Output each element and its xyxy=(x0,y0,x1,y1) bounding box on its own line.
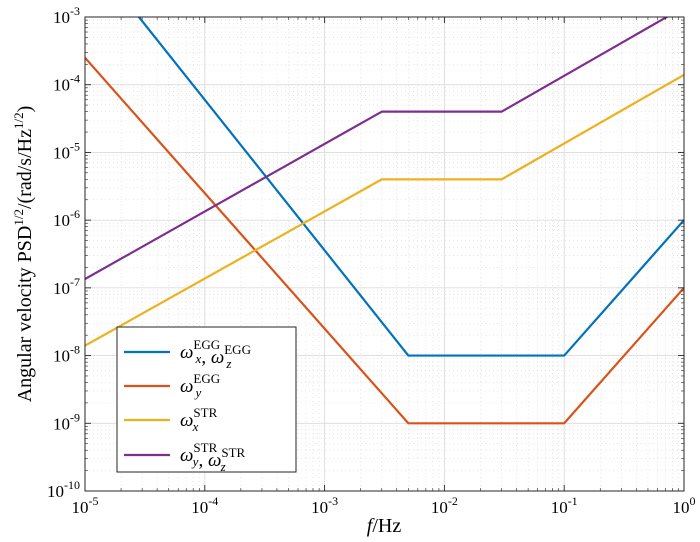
x-axis-label: f/Hz xyxy=(367,515,402,537)
tick-exponent: -3 xyxy=(328,494,338,508)
legend-entry-3: ωSTR x xyxy=(180,405,218,434)
x-tick-label: 100 xyxy=(673,494,696,517)
series-line-4 xyxy=(85,17,669,280)
legend-separator: , xyxy=(198,450,208,471)
tick-exponent: -10 xyxy=(64,478,80,492)
y-label-sup1: 1/2 xyxy=(11,209,26,226)
tick-exponent: -5 xyxy=(70,139,80,153)
y-tick-label: 10-6 xyxy=(53,207,80,230)
legend-entry-1: ωEGG x, ωEGG z xyxy=(180,337,251,371)
legend-superscript: EGG xyxy=(193,337,220,352)
tick-exponent: -5 xyxy=(89,494,99,508)
tick-base: 10 xyxy=(551,498,568,517)
legend-subscript: y xyxy=(194,385,202,400)
tick-base: 10 xyxy=(47,482,64,501)
legend-subscript: x xyxy=(192,419,199,434)
legend-superscript: STR xyxy=(221,445,245,460)
tick-exponent: -9 xyxy=(70,410,80,424)
y-tick-label: 10-3 xyxy=(53,4,80,27)
legend-superscript: STR xyxy=(193,405,217,420)
tick-exponent: -7 xyxy=(70,275,80,289)
y-tick-label: 10-5 xyxy=(53,139,80,162)
series-line-3 xyxy=(85,73,684,347)
ticks xyxy=(84,16,685,492)
y-tick-label: 10-4 xyxy=(53,72,80,95)
legend-superscript: STR xyxy=(193,440,217,455)
legend-symbol: ω xyxy=(180,342,193,363)
legend-subscript: y xyxy=(191,454,199,469)
legend-superscript: EGG xyxy=(193,371,220,386)
tick-exponent: -4 xyxy=(70,72,80,86)
legend-symbol: ω xyxy=(208,450,221,471)
x-tick-label: 10-1 xyxy=(551,494,578,517)
tick-base: 10 xyxy=(53,76,70,95)
legend-subscript: z xyxy=(220,459,226,474)
tick-exponent: -6 xyxy=(70,207,80,221)
legend-subscript: z xyxy=(225,356,231,371)
tick-exponent: -2 xyxy=(448,494,458,508)
x-tick-label: 10-4 xyxy=(191,494,218,517)
legend-symbol: ω xyxy=(180,445,193,466)
series-layer xyxy=(85,17,684,425)
legend-superscript: EGG xyxy=(224,342,251,357)
tick-base: 10 xyxy=(431,498,448,517)
y-axis-label: Angular velocity PSD1/2/(rad/s/Hz1/2) xyxy=(11,106,36,403)
legend-symbol: ω xyxy=(180,376,193,397)
x-tick-label: 10-5 xyxy=(72,494,99,517)
y-tick-label: 10-7 xyxy=(53,275,80,298)
tick-exponent: 0 xyxy=(690,494,696,508)
tick-base: 10 xyxy=(53,8,70,27)
tick-exponent: -4 xyxy=(208,494,218,508)
plot-frame xyxy=(84,16,685,492)
legend-separator: , xyxy=(201,347,211,368)
tick-base: 10 xyxy=(191,498,208,517)
y-label-prefix: Angular velocity PSD xyxy=(14,226,36,403)
series-line-1 xyxy=(137,17,684,357)
legend-symbol: ω xyxy=(211,347,224,368)
x-label-unit: /Hz xyxy=(372,515,401,537)
x-tick-labels: 10-5 10-4 10-3 10-2 10-1 100 xyxy=(72,494,696,517)
y-label-sup2: 1/2 xyxy=(11,112,26,129)
y-tick-label: 10-8 xyxy=(53,343,80,366)
x-label-variable: f xyxy=(367,515,375,537)
tick-exponent: -1 xyxy=(568,494,578,508)
tick-base: 10 xyxy=(311,498,328,517)
legend-entry-4: ωSTR y, ωSTR z xyxy=(180,440,246,474)
tick-base: 10 xyxy=(53,279,70,298)
tick-base: 10 xyxy=(53,211,70,230)
y-tick-label: 10-10 xyxy=(47,478,80,501)
tick-exponent: -8 xyxy=(70,343,80,357)
y-label-mid: /(rad/s/Hz xyxy=(14,129,36,209)
tick-base: 10 xyxy=(53,143,70,162)
tick-base: 10 xyxy=(72,498,89,517)
y-tick-label: 10-9 xyxy=(53,410,80,433)
tick-base: 10 xyxy=(53,414,70,433)
tick-base: 10 xyxy=(673,498,690,517)
y-label-suffix: ) xyxy=(14,106,36,113)
tick-base: 10 xyxy=(53,347,70,366)
legend-symbol: ω xyxy=(180,410,193,431)
series-line-2 xyxy=(85,57,684,425)
x-tick-label: 10-3 xyxy=(311,494,338,517)
x-tick-label: 10-2 xyxy=(431,494,458,517)
legend-subscript: x xyxy=(195,351,202,366)
tick-exponent: -3 xyxy=(70,4,80,18)
legend-entry-2: ωEGG y xyxy=(180,371,220,400)
